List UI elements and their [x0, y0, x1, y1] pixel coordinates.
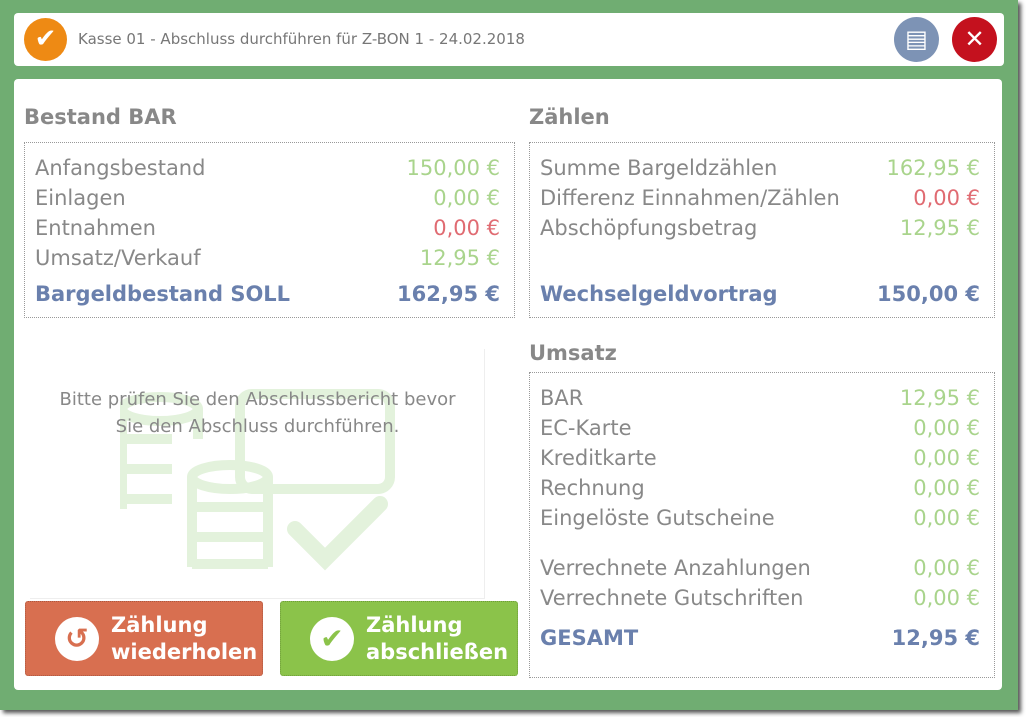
button-label: Zählung	[111, 612, 208, 637]
total-label: GESAMT	[540, 626, 639, 650]
total-value: 12,95 €	[891, 626, 980, 650]
row-value: 0,00 €	[913, 556, 980, 580]
section-title-zaehlen: Zählen	[529, 105, 610, 129]
row-label: EC-Karte	[540, 416, 632, 440]
section-title-umsatz: Umsatz	[529, 341, 617, 365]
list-item: Summe Bargeldzählen 162,95 €	[540, 153, 980, 183]
finish-count-button[interactable]: ✔ Zählung abschließen	[280, 601, 518, 676]
row-label: Anfangsbestand	[35, 156, 206, 180]
row-value: 12,95 €	[419, 246, 500, 270]
row-value: 162,95 €	[886, 156, 980, 180]
row-label: Rechnung	[540, 476, 645, 500]
print-button[interactable]: ▤	[894, 17, 939, 62]
row-value: 0,00 €	[913, 506, 980, 530]
checkmark-badge-icon: ✔	[24, 18, 67, 61]
message-area: Bitte prüfen Sie den Abschlussbericht be…	[30, 349, 485, 599]
message-line: Sie den Abschluss durchführen.	[115, 416, 400, 437]
list-item: Kreditkarte 0,00 €	[540, 443, 980, 473]
cash-register-icon: ▤	[905, 25, 928, 53]
total-label: Bargeldbestand SOLL	[35, 282, 291, 306]
row-label: Umsatz/Verkauf	[35, 246, 201, 270]
row-label: Abschöpfungsbetrag	[540, 216, 758, 240]
row-value: 0,00 €	[913, 476, 980, 500]
button-label: wiederholen	[111, 639, 258, 664]
list-item: Rechnung 0,00 €	[540, 473, 980, 503]
zaehlen-box: Summe Bargeldzählen 162,95 € Differenz Ein…	[529, 142, 995, 318]
list-item: BAR 12,95 €	[540, 383, 980, 413]
message-line: Bitte prüfen Sie den Abschlussbericht be…	[59, 389, 456, 410]
list-item: Abschöpfungsbetrag 12,95 €	[540, 213, 980, 243]
row-label: BAR	[540, 386, 584, 410]
row-value: 0,00 €	[913, 186, 980, 210]
row-label: Verrechnete Gutschriften	[540, 586, 804, 610]
row-value: 12,95 €	[899, 386, 980, 410]
repeat-count-button[interactable]: ↺ Zählung wiederholen	[25, 601, 263, 676]
money-check-watermark-icon	[120, 389, 395, 571]
list-item: Einlagen 0,00 €	[35, 183, 500, 213]
list-item: Umsatz/Verkauf 12,95 €	[35, 243, 500, 273]
main-panel: Bestand BAR Anfangsbestand 150,00 € Einlag…	[14, 79, 1002, 690]
row-label: Eingelöste Gutscheine	[540, 506, 775, 530]
bestand-total-row: Bargeldbestand SOLL 162,95 €	[35, 279, 500, 309]
button-label: abschließen	[366, 639, 509, 664]
row-label: Summe Bargeldzählen	[540, 156, 778, 180]
button-label: Zählung	[366, 612, 463, 637]
row-label: Verrechnete Anzahlungen	[540, 556, 811, 580]
row-value: 0,00 €	[913, 416, 980, 440]
total-label: Wechselgeldvortrag	[540, 282, 778, 306]
row-value: 0,00 €	[913, 586, 980, 610]
bestand-box: Anfangsbestand 150,00 € Einlagen 0,00 € Entn…	[24, 142, 515, 318]
row-value: 0,00 €	[433, 216, 500, 240]
row-label: Entnahmen	[35, 216, 156, 240]
total-value: 150,00 €	[877, 282, 980, 306]
row-value: 0,00 €	[913, 446, 980, 470]
close-icon: ✕	[964, 25, 985, 53]
window-title: Kasse 01 - Abschluss durchführen für Z-B…	[78, 30, 525, 48]
umsatz-box: BAR 12,95 € EC-Karte 0,00 € Kreditkarte 0,00 …	[529, 372, 995, 678]
list-item: Eingelöste Gutscheine 0,00 €	[540, 503, 980, 533]
zaehlen-total-row: Wechselgeldvortrag 150,00 €	[540, 279, 980, 309]
row-value: 0,00 €	[433, 186, 500, 210]
list-item: Anfangsbestand 150,00 €	[35, 153, 500, 183]
total-value: 162,95 €	[397, 282, 500, 306]
message-text: Bitte prüfen Sie den Abschlussbericht be…	[30, 386, 485, 440]
close-button[interactable]: ✕	[952, 17, 997, 62]
row-label: Differenz Einnahmen/Zählen	[540, 186, 840, 210]
list-item: Verrechnete Anzahlungen 0,00 €	[540, 553, 980, 583]
section-title-bestand: Bestand BAR	[24, 105, 177, 129]
check-icon: ✔	[310, 616, 354, 661]
undo-icon: ↺	[55, 616, 99, 661]
row-label: Einlagen	[35, 186, 126, 210]
row-value: 12,95 €	[899, 216, 980, 240]
row-value: 150,00 €	[406, 156, 500, 180]
list-item: EC-Karte 0,00 €	[540, 413, 980, 443]
umsatz-total-row: GESAMT 12,95 €	[540, 623, 980, 653]
title-bar: ✔ Kasse 01 - Abschluss durchführen für Z…	[14, 13, 1004, 66]
list-item: Differenz Einnahmen/Zählen 0,00 €	[540, 183, 980, 213]
row-label: Kreditkarte	[540, 446, 657, 470]
list-item: Entnahmen 0,00 €	[35, 213, 500, 243]
list-item: Verrechnete Gutschriften 0,00 €	[540, 583, 980, 613]
